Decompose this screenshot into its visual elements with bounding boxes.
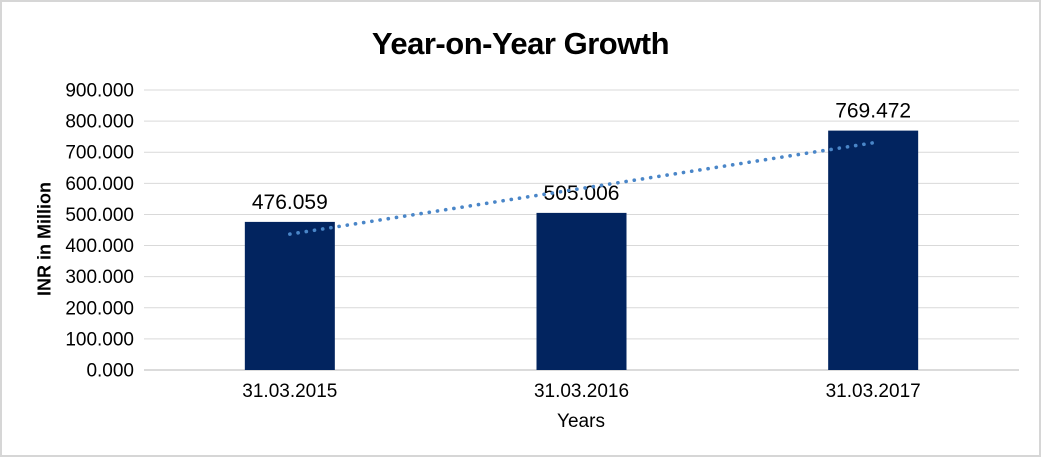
bar: [828, 130, 919, 370]
x-axis-title: Years: [557, 411, 605, 432]
y-tick-label: 800.000: [65, 112, 134, 133]
x-category-label: 31.03.2015: [242, 381, 337, 402]
y-tick-label: 900.000: [65, 81, 134, 102]
y-tick-label: 600.000: [65, 174, 134, 195]
x-category-label: 31.03.2017: [826, 381, 921, 402]
bar-data-label: 769.472: [835, 100, 911, 123]
y-tick-label: 700.000: [65, 143, 134, 164]
y-tick-label: 0.000: [86, 361, 134, 382]
bar-data-label: 505.006: [544, 182, 620, 205]
trendline: [288, 141, 875, 236]
y-tick-label: 200.000: [65, 298, 134, 319]
bar: [536, 212, 627, 370]
bar-data-label: 476.059: [252, 191, 328, 214]
y-tick-label: 100.000: [65, 329, 134, 350]
bar: [244, 221, 335, 370]
chart-title: Year-on-Year Growth: [371, 26, 670, 61]
y-tick-label: 500.000: [65, 205, 134, 226]
y-tick-label: 300.000: [65, 267, 134, 288]
y-tick-label: 400.000: [65, 236, 134, 257]
x-category-label: 31.03.2016: [534, 381, 629, 402]
